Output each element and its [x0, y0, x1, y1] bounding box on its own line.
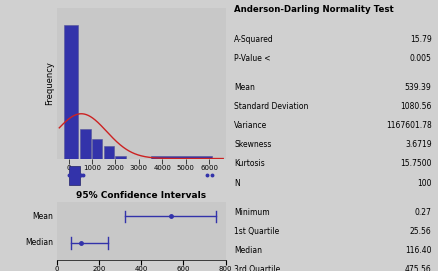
Bar: [151, 156, 212, 159]
Text: 539.39: 539.39: [405, 83, 431, 92]
Text: 25.56: 25.56: [410, 227, 431, 236]
Text: 0.27: 0.27: [415, 208, 431, 217]
Text: Skewness: Skewness: [234, 140, 272, 149]
Text: 1167601.78: 1167601.78: [386, 121, 431, 130]
Bar: [64, 25, 78, 159]
Bar: [104, 146, 114, 159]
Text: 3.6719: 3.6719: [405, 140, 431, 149]
Text: 1st Quartile: 1st Quartile: [234, 227, 279, 236]
Text: Median: Median: [25, 238, 53, 247]
Text: 475.56: 475.56: [405, 265, 431, 271]
Text: 0.005: 0.005: [410, 54, 431, 63]
Text: 15.7500: 15.7500: [400, 159, 431, 168]
Text: P-Value <: P-Value <: [234, 54, 271, 63]
Text: 3rd Quartile: 3rd Quartile: [234, 265, 280, 271]
Text: Mean: Mean: [33, 212, 53, 221]
Bar: [92, 139, 102, 159]
Text: 95% Confidence Intervals: 95% Confidence Intervals: [76, 191, 206, 200]
Text: Median: Median: [234, 246, 262, 255]
Text: 15.79: 15.79: [410, 35, 431, 44]
Bar: [80, 130, 91, 159]
Text: A-Squared: A-Squared: [234, 35, 274, 44]
FancyBboxPatch shape: [69, 166, 80, 185]
Text: Variance: Variance: [234, 121, 267, 130]
Text: Anderson-Darling Normality Test: Anderson-Darling Normality Test: [234, 5, 394, 14]
Text: Minimum: Minimum: [234, 208, 270, 217]
Y-axis label: Frequency: Frequency: [45, 62, 54, 105]
Bar: [116, 156, 126, 159]
Text: Standard Deviation: Standard Deviation: [234, 102, 308, 111]
Text: 100: 100: [417, 179, 431, 188]
Text: Kurtosis: Kurtosis: [234, 159, 265, 168]
Text: Mean: Mean: [234, 83, 255, 92]
Text: N: N: [234, 179, 240, 188]
Text: 1080.56: 1080.56: [400, 102, 431, 111]
Text: 116.40: 116.40: [405, 246, 431, 255]
